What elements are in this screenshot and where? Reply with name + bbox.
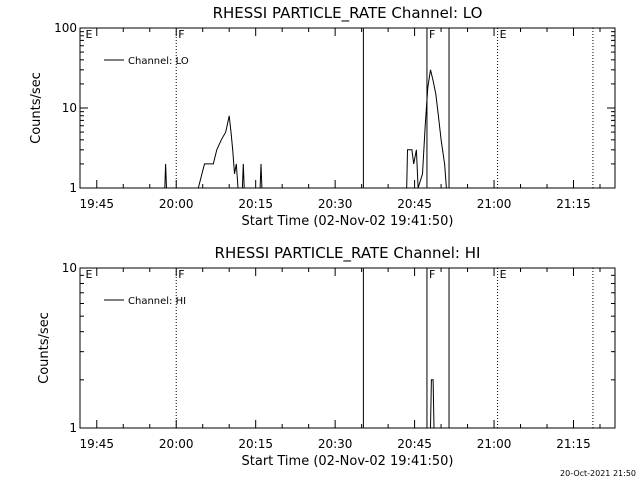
series-line-lo <box>164 163 167 189</box>
y-tick-label: 1 <box>69 421 77 435</box>
y-tick-label: 10 <box>62 101 77 115</box>
x-tick-label: 20:30 <box>318 197 353 211</box>
y-axis-label: Counts/sec <box>37 312 52 384</box>
legend-label: Channel: HI <box>128 296 186 307</box>
x-tick-label: 19:45 <box>79 197 114 211</box>
event-marker-label: F <box>178 28 184 41</box>
chart-title: RHESSI PARTICLE_RATE Channel: LO <box>213 4 483 23</box>
event-marker-label: E <box>86 28 93 41</box>
chart-title: RHESSI PARTICLE_RATE Channel: HI <box>215 244 481 263</box>
x-tick-label: 19:45 <box>79 437 114 451</box>
footer-timestamp: 20-Oct-2021 21:50 <box>560 469 636 478</box>
x-tick-label: 21:15 <box>556 437 591 451</box>
x-tick-label: 20:15 <box>238 197 273 211</box>
legend-label: Channel: LO <box>128 56 189 67</box>
event-marker-label: E <box>500 268 507 281</box>
series-line-lo <box>197 115 239 189</box>
x-tick-label: 20:30 <box>318 437 353 451</box>
plot-frame <box>79 267 616 429</box>
series-line-lo <box>241 163 245 189</box>
event-marker-label: F <box>178 268 184 281</box>
y-axis-label: Counts/sec <box>29 72 44 144</box>
x-tick-label: 20:00 <box>159 197 194 211</box>
x-axis-label: Start Time (02-Nov-02 19:41:50) <box>242 454 454 469</box>
x-tick-label: 20:00 <box>159 437 194 451</box>
event-marker-label: E <box>500 28 507 41</box>
x-tick-label: 21:00 <box>477 197 512 211</box>
x-tick-label: 20:15 <box>238 437 273 451</box>
x-tick-label: 20:45 <box>397 437 432 451</box>
event-marker-label: E <box>86 268 93 281</box>
x-axis-label: Start Time (02-Nov-02 19:41:50) <box>242 214 454 229</box>
x-tick-label: 21:00 <box>477 437 512 451</box>
event-marker-label: F <box>429 28 435 41</box>
x-tick-label: 21:15 <box>556 197 591 211</box>
series-line-lo <box>259 163 263 189</box>
y-tick-label: 100 <box>54 21 77 35</box>
x-tick-label: 20:45 <box>397 197 432 211</box>
series-line-hi <box>430 379 435 429</box>
event-marker-label: F <box>429 268 435 281</box>
y-tick-label: 10 <box>62 261 77 275</box>
y-tick-label: 1 <box>69 181 77 195</box>
series-line-lo <box>406 69 447 189</box>
